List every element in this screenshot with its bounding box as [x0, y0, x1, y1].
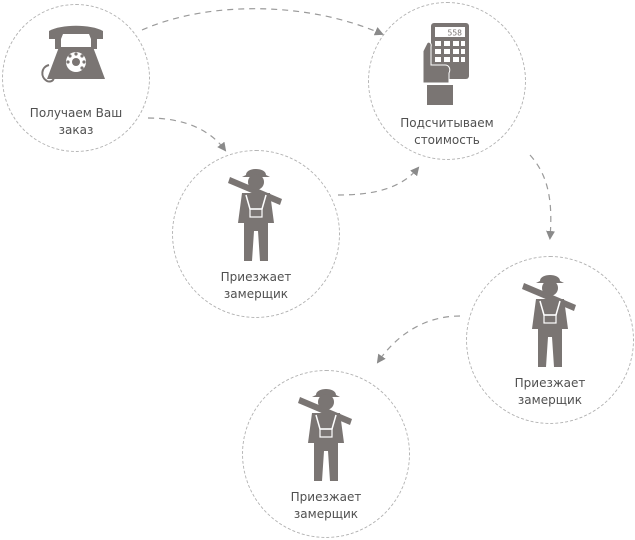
step-measure-2-label: Приезжает замерщик [514, 376, 586, 407]
arrow-order-to-measure [147, 117, 227, 152]
arrow-cost-to-measure2 [529, 154, 556, 240]
worker-icon [298, 389, 352, 481]
step-measure-1: Приезжает замерщик [172, 150, 340, 318]
arrow-measure2-to-measure3 [376, 315, 461, 364]
step-measure-3: Приезжает замерщик [242, 370, 410, 538]
svg-text:558: 558 [448, 29, 463, 38]
worker-icon [522, 275, 576, 367]
arrow-order-to-cost [141, 8, 384, 36]
hand-calculator-icon: 558 [422, 23, 469, 105]
telephone-icon [41, 25, 105, 83]
step-cost: 558 Подсчитываем стоимость [368, 2, 526, 160]
step-measure-3-label: Приезжает замерщик [290, 490, 362, 521]
step-measure-1-label: Приезжает замерщик [220, 270, 292, 301]
step-cost-label: Подсчитываем стоимость [400, 116, 494, 147]
worker-icon [228, 169, 282, 261]
arrow-measure-to-cost [337, 166, 420, 196]
step-measure-2: Приезжает замерщик [466, 256, 634, 424]
step-order: Получаем Ваш заказ [2, 4, 150, 152]
step-order-label: Получаем Ваш заказ [29, 106, 123, 137]
